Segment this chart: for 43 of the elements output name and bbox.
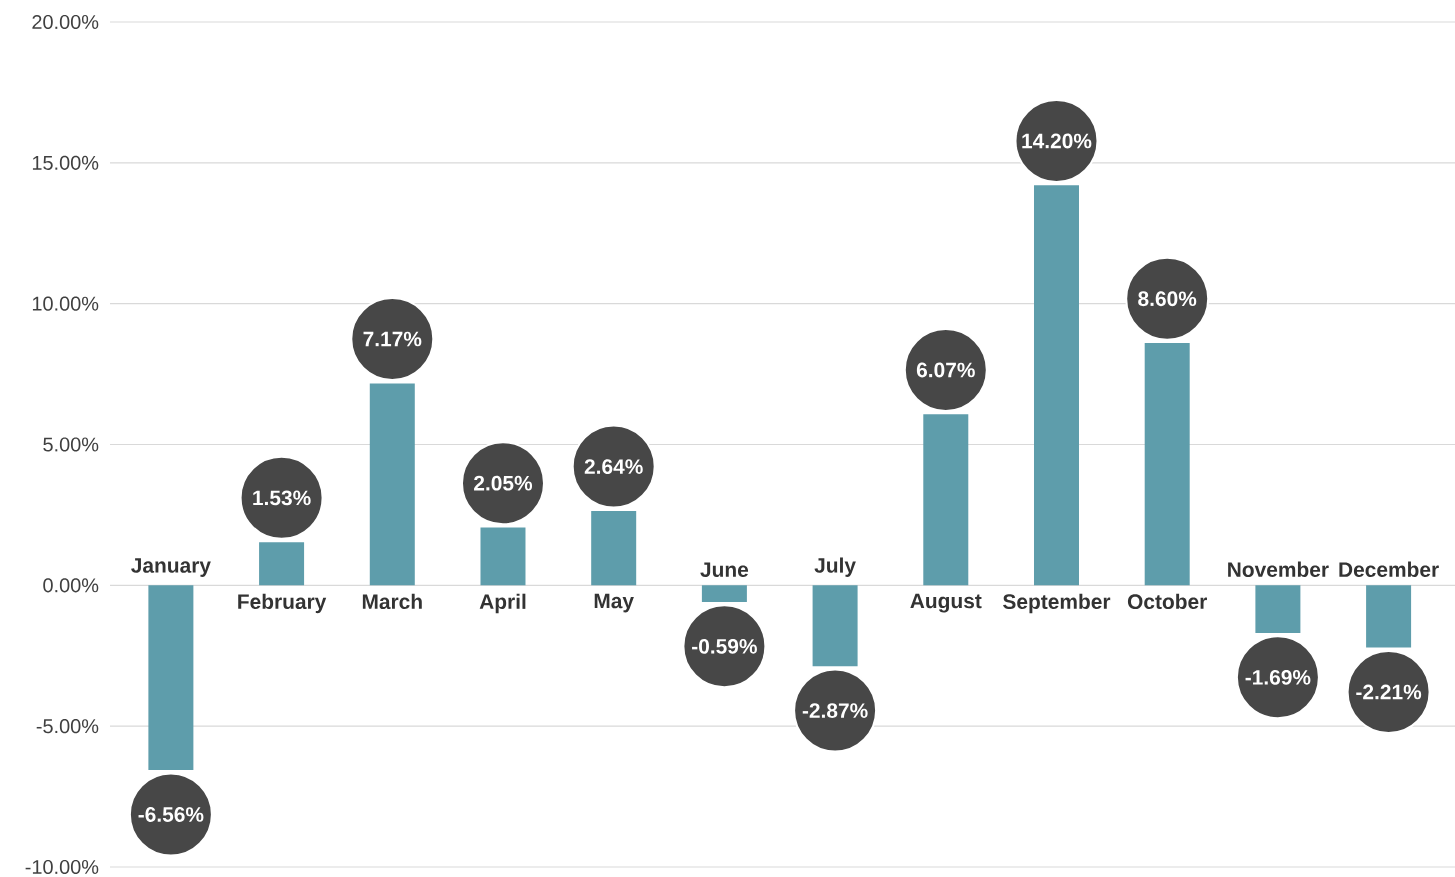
bar bbox=[259, 542, 305, 586]
x-tick-label: July bbox=[814, 557, 856, 577]
bar bbox=[148, 585, 194, 771]
bar bbox=[1255, 585, 1301, 633]
x-tick-label: June bbox=[700, 562, 749, 577]
data-label: -1.69% bbox=[1245, 669, 1311, 685]
bar bbox=[812, 585, 858, 667]
y-tick-label: 0.00% bbox=[43, 578, 99, 593]
y-tick-label: 10.00% bbox=[32, 296, 99, 311]
data-label: 8.60% bbox=[1138, 291, 1197, 307]
y-tick-label: 5.00% bbox=[43, 437, 99, 452]
x-tick-label: February bbox=[238, 593, 327, 614]
data-label: 2.64% bbox=[584, 459, 643, 474]
x-tick-label: March bbox=[362, 593, 422, 610]
y-tick-label: -10.00% bbox=[25, 859, 99, 875]
x-tick-label: May bbox=[594, 593, 634, 613]
y-tick-label: 15.00% bbox=[32, 155, 99, 170]
bar bbox=[923, 414, 969, 586]
x-tick-label: August bbox=[910, 593, 982, 613]
x-tick-label: December bbox=[1339, 561, 1439, 577]
data-label: 6.07% bbox=[916, 362, 975, 378]
data-label: -0.59% bbox=[692, 638, 757, 654]
data-label: 14.20% bbox=[1022, 133, 1092, 149]
x-tick-label: October bbox=[1127, 593, 1207, 610]
y-tick-label: -5.00% bbox=[36, 719, 99, 734]
bar bbox=[1144, 343, 1190, 586]
data-label: -6.56% bbox=[138, 807, 204, 822]
x-tick-label: November bbox=[1228, 561, 1329, 577]
data-label: 1.53% bbox=[253, 490, 311, 506]
bar bbox=[1033, 185, 1079, 586]
data-label: 7.17% bbox=[363, 331, 422, 347]
bar bbox=[369, 383, 415, 586]
bar bbox=[1366, 585, 1412, 648]
x-tick-label: April bbox=[479, 593, 526, 614]
x-tick-label: September bbox=[1003, 593, 1111, 614]
bar bbox=[480, 527, 526, 586]
data-label: -2.21% bbox=[1356, 684, 1422, 700]
y-tick-label: 20.00% bbox=[32, 14, 99, 30]
bar bbox=[591, 510, 637, 586]
bar bbox=[701, 585, 747, 602]
x-tick-label: January bbox=[131, 558, 211, 577]
data-label: -2.87% bbox=[802, 703, 868, 718]
data-label: 2.05% bbox=[474, 475, 533, 491]
